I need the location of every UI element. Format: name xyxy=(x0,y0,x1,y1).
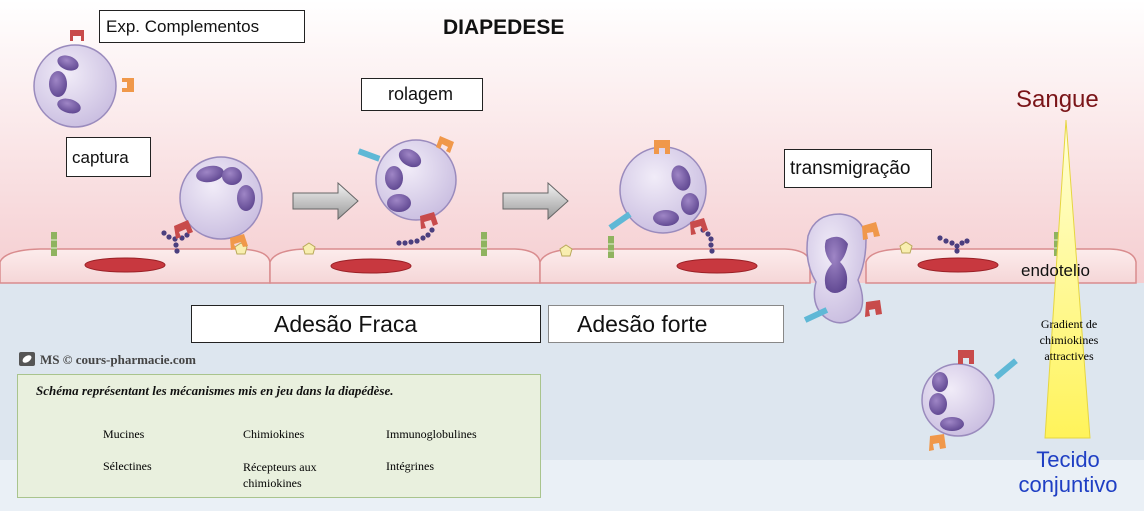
chemokine-markers xyxy=(234,241,913,257)
leukocyte-complement xyxy=(33,30,134,128)
endothelial-nucleus xyxy=(84,257,166,273)
arrow-right-icon xyxy=(292,181,359,221)
chemokine-gradient-cone xyxy=(1044,119,1091,439)
endothelial-nucleus xyxy=(676,258,758,274)
endothelial-nucleus xyxy=(917,257,999,273)
arrow-right-icon xyxy=(502,181,569,221)
label-rolagem: rolagem xyxy=(361,78,483,111)
legend-title: Schéma représentant les mécanismes mis e… xyxy=(36,383,394,398)
leukocyte-rolling xyxy=(357,136,457,229)
label-adesao-fraca: Adesão Fraca xyxy=(191,305,541,343)
legend-item-immunoglobulines: Immunoglobulines xyxy=(386,427,477,441)
label-sangue: Sangue xyxy=(1016,86,1099,113)
label-endotelio: endotelio xyxy=(1021,261,1091,280)
label-captura: captura xyxy=(66,137,151,177)
legend-item-mucines: Mucines xyxy=(103,427,145,441)
page-title: DIAPEDESE xyxy=(443,16,565,39)
legend-box: Schéma représentant les mécanismes mis e… xyxy=(17,374,541,498)
legend-item-recepteurs: Récepteurs aux chimiokines xyxy=(243,460,317,490)
legend-item-chimiokines: Chimiokines xyxy=(243,427,305,441)
endothelial-nucleus xyxy=(330,258,412,274)
label-exp-complementos: Exp. Complementos xyxy=(99,10,305,43)
leukocyte-transmigrating xyxy=(803,213,882,324)
label-gradient: Gradient de chimiokines attractives xyxy=(1039,317,1099,363)
legend-item-selectines: Sélectines xyxy=(103,459,152,473)
leukocyte-tissue xyxy=(921,350,1018,451)
legend-item-integrines: Intégrines xyxy=(386,459,434,473)
watermark: MS © cours-pharmacie.com xyxy=(40,352,196,367)
mucine-markers xyxy=(161,227,970,254)
label-adesao-forte: Adesão forte xyxy=(548,305,784,343)
leukocyte-capture xyxy=(174,156,263,250)
blood-zone xyxy=(0,0,1144,285)
watermark-logo-icon xyxy=(19,352,35,366)
label-transmigracao: transmigração xyxy=(784,149,932,188)
leukocyte-adhesion xyxy=(608,140,708,235)
progress-arrows xyxy=(292,181,569,221)
label-tecido-conjuntivo: Tecido conjuntivo xyxy=(1018,447,1118,497)
